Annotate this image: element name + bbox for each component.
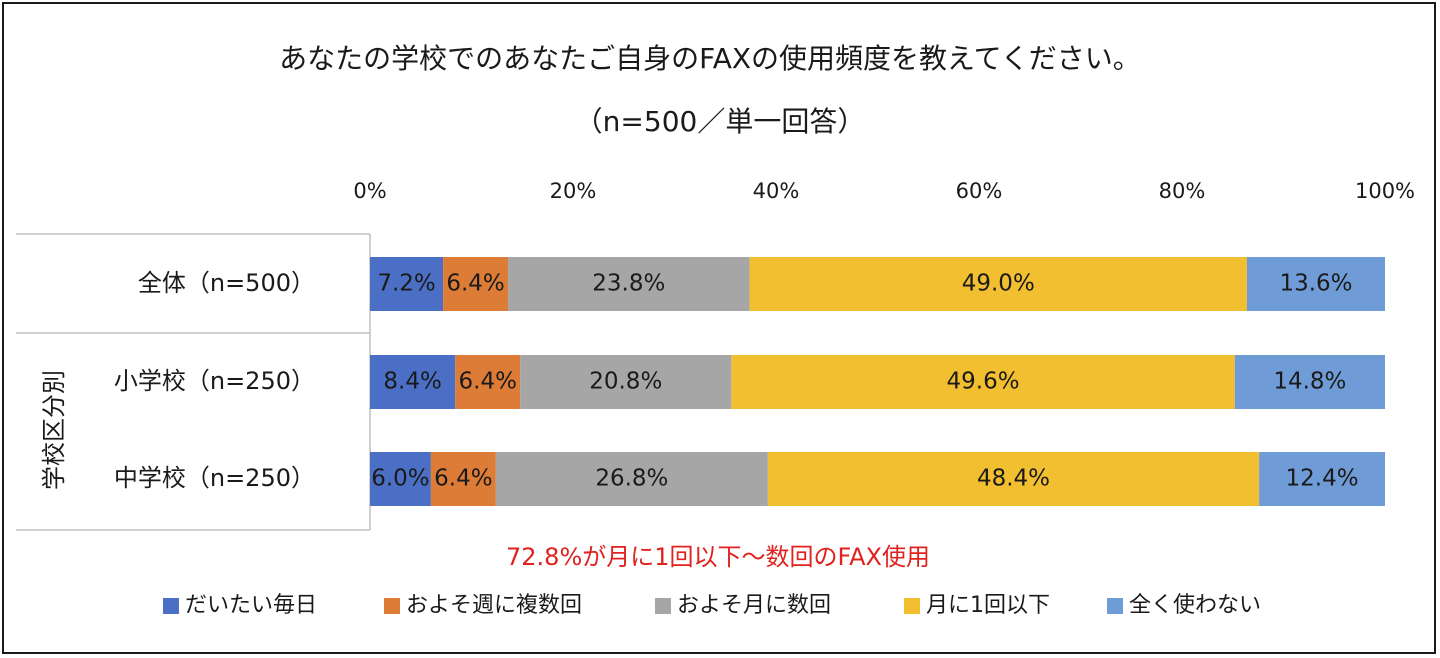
bar-segment: [508, 257, 750, 311]
data-label: 6.4%: [434, 466, 492, 492]
bar-segment: [1234, 355, 1385, 409]
bar-segment: [520, 355, 732, 409]
legend-label: およそ月に数回: [677, 593, 831, 618]
category-label: 小学校（n=250）: [114, 367, 315, 395]
data-label: 23.8%: [592, 271, 665, 297]
x-tick-label: 40%: [753, 179, 800, 203]
bar-segment: [749, 257, 1247, 311]
data-label: 7.2%: [377, 271, 435, 297]
x-tick-label: 0%: [353, 179, 386, 203]
data-label: 49.0%: [962, 271, 1035, 297]
x-axis-ticks: 0% 20% 40% 60% 80% 100%: [353, 179, 1415, 203]
legend-label: 全く使わない: [1129, 593, 1261, 618]
bar-segment: [1246, 257, 1385, 311]
chart-title: あなたの学校でのあなたご自身のFAXの使用頻度を教えてください。: [279, 42, 1141, 75]
data-label: 26.8%: [595, 466, 668, 492]
legend-swatch: [1107, 598, 1123, 614]
bar-segment: [370, 257, 444, 311]
legend-label: 月に1回以下: [926, 593, 1050, 618]
data-label: 8.4%: [383, 369, 441, 395]
bar-segment: [1259, 452, 1385, 506]
category-table: 学校区分別: [16, 233, 371, 531]
data-label: 13.6%: [1279, 271, 1352, 297]
chart-annotation: 72.8%が月に1回以下～数回のFAX使用: [506, 543, 930, 571]
legend: だいたい毎日 およそ週に複数回 およそ月に数回 月に1回以下 全く使わない: [163, 593, 1261, 618]
bar-segment: [455, 355, 521, 409]
x-tick-label: 20%: [550, 179, 597, 203]
x-tick-label: 60%: [956, 179, 1003, 203]
data-label: 14.8%: [1273, 369, 1346, 395]
category-label: 中学校（n=250）: [114, 464, 315, 492]
chart-subtitle: （n=500／単一回答）: [575, 105, 866, 138]
bar-segment: [767, 452, 1260, 506]
data-label: 6.4%: [459, 369, 517, 395]
legend-swatch: [163, 598, 179, 614]
category-label: 全体（n=500）: [138, 269, 315, 297]
legend-swatch: [904, 598, 920, 614]
bar-segment: [731, 355, 1235, 409]
bar-segment: [443, 257, 509, 311]
bar-segment: [370, 355, 456, 409]
data-label: 48.4%: [977, 466, 1050, 492]
legend-swatch: [655, 598, 671, 614]
bar-segment: [495, 452, 768, 506]
bars: 7.2% 6.4% 23.8% 49.0% 13.6% 8.4% 6.4% 20.8% 49.6…: [370, 257, 1385, 506]
legend-label: およそ週に複数回: [406, 593, 582, 618]
x-tick-label: 80%: [1159, 179, 1206, 203]
data-label: 6.0%: [371, 466, 429, 492]
x-tick-label: 100%: [1355, 179, 1415, 203]
category-labels: 全体（n=500） 小学校（n=250） 中学校（n=250）: [114, 269, 315, 492]
data-label: 20.8%: [589, 369, 662, 395]
group-label: 学校区分別: [40, 370, 68, 490]
data-label: 6.4%: [446, 271, 504, 297]
data-label: 12.4%: [1286, 466, 1359, 492]
legend-label: だいたい毎日: [185, 593, 317, 618]
legend-swatch: [384, 598, 400, 614]
bar-segment: [370, 452, 431, 506]
data-label: 49.6%: [947, 369, 1020, 395]
bar-segment: [430, 452, 496, 506]
